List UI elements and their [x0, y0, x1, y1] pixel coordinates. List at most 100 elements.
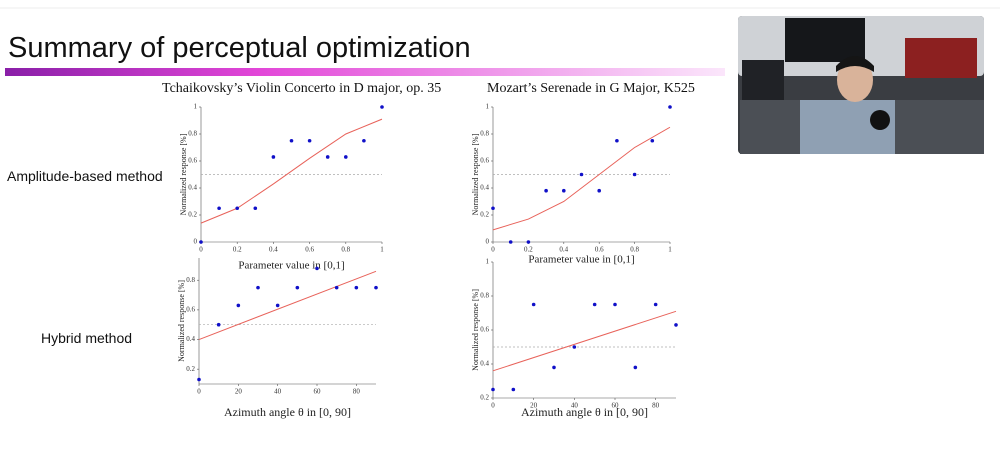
data-point — [216, 322, 221, 327]
data-point — [544, 188, 548, 193]
data-point — [307, 138, 312, 143]
webcam — [738, 16, 984, 154]
data-point — [380, 105, 384, 109]
data-point — [511, 387, 516, 392]
title-underline — [5, 68, 725, 76]
x-tick-label: 40 — [571, 402, 579, 410]
data-point — [217, 206, 221, 211]
x-tick-label: 1 — [380, 246, 384, 254]
data-point — [236, 303, 241, 308]
x-tick-label: 0.6 — [595, 246, 604, 254]
x-tick-label: 60 — [314, 388, 322, 396]
data-point — [199, 240, 203, 244]
fit-curve — [492, 126, 671, 231]
data-point — [275, 303, 280, 308]
data-point — [579, 172, 584, 177]
data-point — [271, 155, 276, 159]
data-point — [197, 377, 201, 382]
y-tick-label: 1 — [486, 258, 490, 266]
y-tick-label: 0 — [486, 238, 490, 246]
y-tick-label: 0.6 — [480, 326, 489, 334]
x-tick-label: 0.4 — [269, 246, 278, 254]
y-tick-label: 0.6 — [188, 157, 197, 165]
row-label: Hybrid method — [41, 330, 132, 346]
data-point — [597, 188, 601, 193]
data-point — [334, 285, 339, 290]
y-tick-label: 0.2 — [186, 365, 195, 373]
y-tick-label: 0.4 — [480, 360, 489, 368]
y-axis-label: Normalized response [%] — [471, 133, 480, 215]
y-tick-label: 0.4 — [186, 335, 195, 343]
data-point — [235, 206, 239, 211]
data-point — [633, 365, 638, 370]
x-tick-label: 0.6 — [305, 246, 314, 254]
data-point — [526, 240, 531, 244]
x-tick-label: 0 — [491, 246, 495, 254]
data-point — [650, 138, 655, 143]
y-tick-label: 0.8 — [188, 130, 197, 138]
y-tick-label: 0.4 — [480, 184, 489, 192]
row-label: Amplitude-based method — [7, 168, 163, 184]
y-tick-label: 0.6 — [186, 305, 195, 313]
x-tick-label: 20 — [530, 402, 538, 410]
y-axis-label: Normalized response [%] — [177, 280, 186, 362]
y-axis-label: Normalized response [%] — [179, 133, 188, 215]
y-axis-label: Normalized response [%] — [471, 289, 480, 371]
x-tick-label: 80 — [652, 402, 660, 410]
y-tick-label: 0 — [194, 238, 198, 246]
x-tick-label: 0 — [197, 388, 201, 396]
data-point — [315, 266, 319, 271]
data-point — [362, 138, 366, 143]
data-point — [668, 105, 672, 109]
x-tick-label: 0 — [491, 402, 495, 410]
data-point — [325, 155, 330, 159]
y-tick-label: 1 — [486, 103, 490, 111]
data-point — [491, 387, 495, 392]
data-point — [674, 323, 678, 327]
y-tick-label: 0.2 — [480, 211, 489, 219]
y-tick-label: 0.2 — [188, 211, 197, 219]
data-point — [632, 172, 637, 177]
x-tick-label: 60 — [612, 402, 620, 410]
data-point — [295, 285, 300, 290]
fit-curve — [198, 270, 377, 340]
data-point — [562, 188, 566, 193]
data-point — [374, 285, 378, 290]
x-tick-label: 0.8 — [341, 246, 350, 254]
x-axis-label: Azimuth angle θ in [0, 90] — [521, 405, 648, 419]
column-title: Tchaikovsky’s Violin Concerto in D major… — [162, 81, 441, 96]
data-point — [344, 155, 348, 159]
data-point — [552, 365, 556, 370]
column-title: Mozart’s Serenade in G Major, K525 — [487, 81, 695, 96]
x-tick-label: 40 — [274, 388, 282, 396]
data-point — [289, 138, 294, 143]
data-point — [491, 206, 495, 211]
data-point — [354, 285, 359, 290]
fit-curve — [492, 310, 677, 372]
data-point — [653, 302, 658, 307]
data-point — [572, 345, 577, 349]
data-point — [613, 302, 617, 307]
x-tick-label: 1 — [668, 246, 672, 254]
x-tick-label: 0.8 — [630, 246, 639, 254]
data-point — [615, 138, 619, 143]
data-point — [508, 240, 513, 244]
y-tick-label: 1 — [194, 103, 198, 111]
x-axis-label: Parameter value in [0,1] — [238, 260, 344, 272]
x-tick-label: 0.4 — [559, 246, 568, 254]
data-point — [531, 302, 536, 307]
slide-title: Summary of perceptual optimization — [8, 32, 471, 64]
fit-curve — [200, 118, 383, 224]
y-tick-label: 0.8 — [480, 130, 489, 138]
x-axis-label: Azimuth angle θ in [0, 90] — [224, 405, 351, 419]
y-tick-label: 0.8 — [186, 276, 195, 284]
x-tick-label: 0 — [199, 246, 203, 254]
x-tick-label: 20 — [235, 388, 243, 396]
x-tick-label: 0.2 — [524, 246, 533, 254]
data-point — [592, 302, 597, 307]
data-point — [256, 285, 260, 290]
x-tick-label: 80 — [353, 388, 361, 396]
y-tick-label: 0.2 — [480, 394, 489, 402]
